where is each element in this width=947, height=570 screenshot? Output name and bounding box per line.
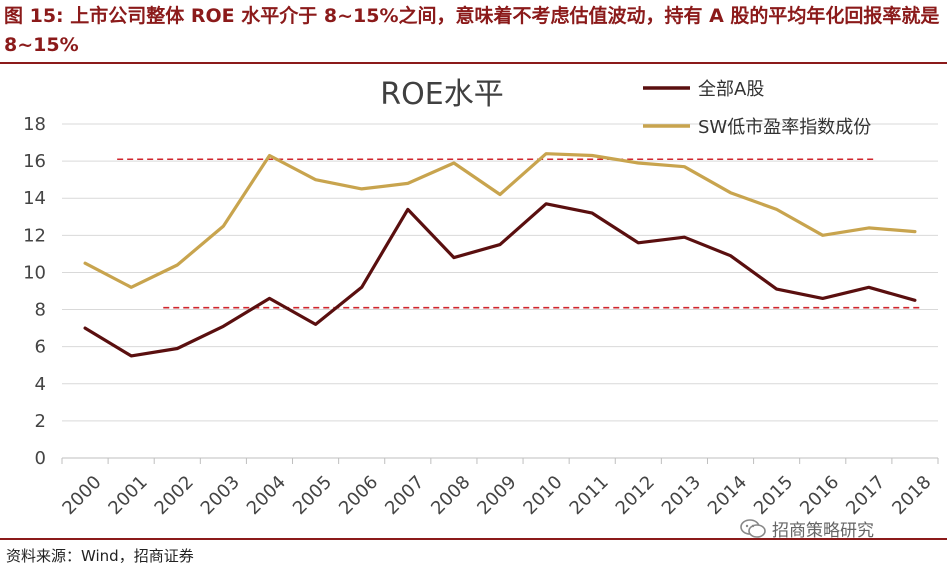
y-tick-label: 2 <box>35 411 46 432</box>
x-tick-label: 2011 <box>566 472 613 519</box>
x-tick-label: 2013 <box>658 472 705 519</box>
y-tick-label: 18 <box>23 114 46 135</box>
y-tick-label: 0 <box>35 448 46 469</box>
legend-label: 全部A股 <box>698 79 764 100</box>
x-tick-label: 2014 <box>704 472 751 519</box>
source-note: 资料来源：Wind，招商证券 <box>6 547 194 565</box>
x-tick-label: 2000 <box>58 472 105 519</box>
wechat-icon <box>740 518 766 538</box>
figure-title: 图 15: 上市公司整体 ROE 水平介于 8~15%之间，意味着不考虑估值波动… <box>4 5 940 56</box>
watermark: 招商策略研究 <box>740 516 874 541</box>
y-tick-label: 4 <box>35 374 46 395</box>
y-tick-label: 6 <box>35 337 46 358</box>
x-tick-label: 2016 <box>796 472 843 519</box>
header-rule-top <box>0 62 947 64</box>
series-layer <box>83 152 917 358</box>
series-line-sw-low-pe <box>83 152 917 289</box>
legend-label: SW低市盈率指数成份 <box>698 117 871 138</box>
x-tick-label: 2006 <box>335 472 382 519</box>
y-tick-label: 10 <box>23 262 46 283</box>
footer-rule <box>0 538 947 540</box>
series-line-all-a-shares <box>83 202 917 358</box>
roe-chart: 0 2 4 6 8 10 12 14 16 18 2000 2001 2002 2003 2004 2005… <box>0 66 947 536</box>
y-tick-labels: 0 2 4 6 8 10 12 14 16 18 <box>23 114 46 469</box>
chart-title: ROE水平 <box>380 77 503 112</box>
x-tick-label: 2018 <box>888 472 935 519</box>
y-tick-label: 8 <box>35 300 46 321</box>
x-tick-label: 2012 <box>612 472 659 519</box>
x-tick-label: 2001 <box>104 472 151 519</box>
x-tick-label: 2003 <box>197 472 244 519</box>
x-tick-label: 2015 <box>750 472 797 519</box>
y-tick-label: 12 <box>23 225 46 246</box>
x-tick-label: 2008 <box>427 472 474 519</box>
x-tick-label: 2002 <box>151 472 198 519</box>
y-tick-label: 14 <box>23 188 46 209</box>
x-tick-label: 2009 <box>473 472 520 519</box>
x-tick-label: 2004 <box>243 472 290 519</box>
chart-svg: 0 2 4 6 8 10 12 14 16 18 200020012002200320042005… <box>23 77 939 519</box>
x-tick-labels: 2000200120022003200420052006200720082009… <box>58 472 935 519</box>
x-tick-label: 2005 <box>289 472 336 519</box>
y-tick-label: 16 <box>23 151 46 172</box>
reference-lines <box>117 158 920 309</box>
x-tick-label: 2017 <box>842 472 889 519</box>
watermark-text: 招商策略研究 <box>772 521 874 541</box>
legend: 全部A股 SW低市盈率指数成份 <box>643 79 871 138</box>
grid-layer <box>61 123 939 464</box>
x-tick-label: 2007 <box>381 472 428 519</box>
x-tick-label: 2010 <box>519 472 566 519</box>
